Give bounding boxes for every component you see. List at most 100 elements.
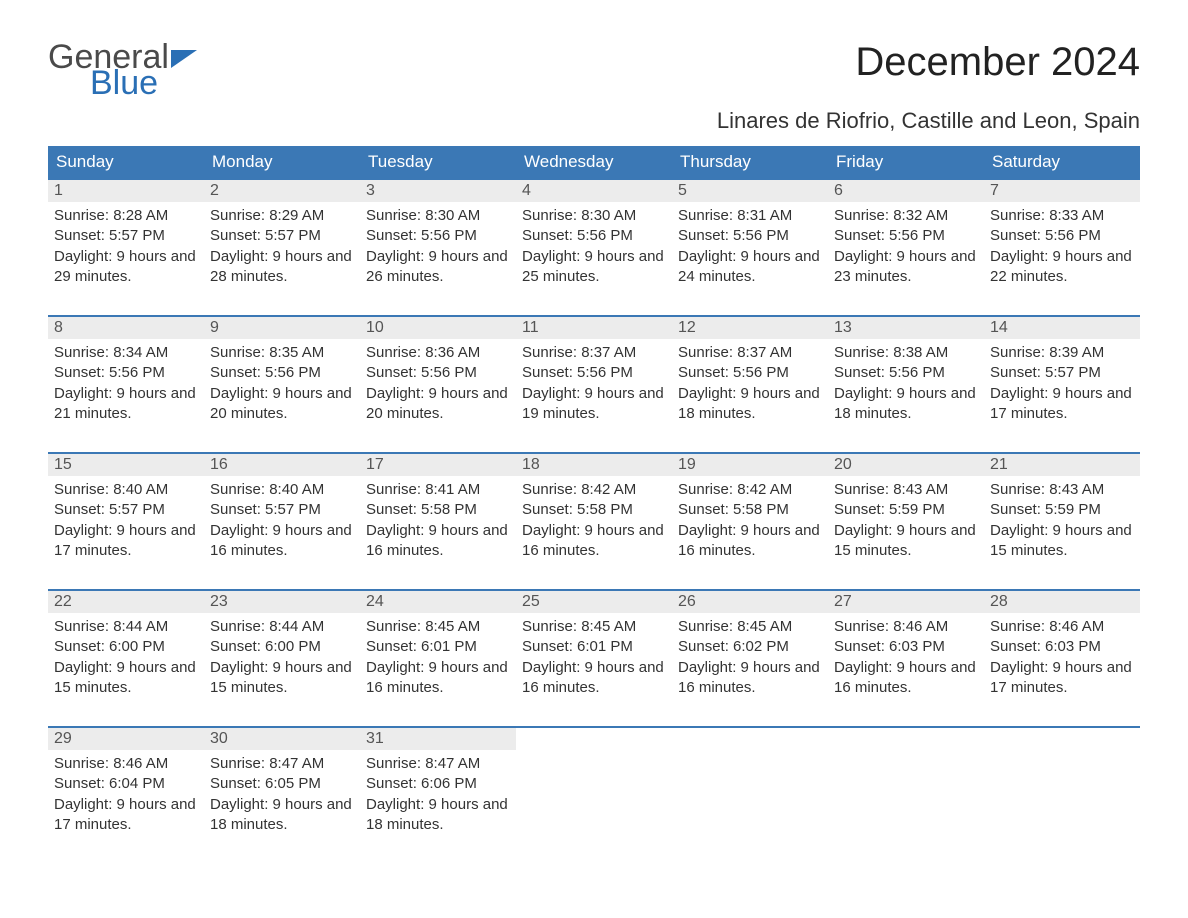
day-number-cell: 19 [672, 453, 828, 476]
daylight-label: Daylight: [366, 796, 424, 813]
sunrise-value: 8:45 AM [581, 618, 636, 635]
sunrise-value: 8:29 AM [269, 207, 324, 224]
sunrise-label: Sunrise: [210, 755, 265, 772]
sunrise-label: Sunrise: [54, 481, 109, 498]
day-number-cell: 26 [672, 590, 828, 613]
day-number-cell: 27 [828, 590, 984, 613]
sunrise-value: 8:46 AM [893, 618, 948, 635]
day-detail-cell: Sunrise: 8:28 AMSunset: 5:57 PMDaylight:… [48, 202, 204, 316]
sunset-value: 6:04 PM [109, 775, 165, 792]
sunset-label: Sunset: [834, 227, 885, 244]
sunset-value: 5:59 PM [1045, 501, 1101, 518]
day-header-row: Sunday Monday Tuesday Wednesday Thursday… [48, 146, 1140, 179]
sunset-value: 5:57 PM [1045, 364, 1101, 381]
sunset-label: Sunset: [366, 638, 417, 655]
sunset-value: 5:58 PM [577, 501, 633, 518]
day-detail-cell: Sunrise: 8:41 AMSunset: 5:58 PMDaylight:… [360, 476, 516, 590]
daylight-label: Daylight: [678, 385, 736, 402]
day-detail-cell: Sunrise: 8:45 AMSunset: 6:02 PMDaylight:… [672, 613, 828, 727]
sunset-value: 5:56 PM [889, 227, 945, 244]
sunset-label: Sunset: [834, 501, 885, 518]
sunset-value: 5:58 PM [421, 501, 477, 518]
day-detail-cell: Sunrise: 8:43 AMSunset: 5:59 PMDaylight:… [828, 476, 984, 590]
calendar-table: Sunday Monday Tuesday Wednesday Thursday… [48, 146, 1140, 863]
sunrise-value: 8:34 AM [113, 344, 168, 361]
sunset-label: Sunset: [366, 364, 417, 381]
day-detail-cell: Sunrise: 8:47 AMSunset: 6:05 PMDaylight:… [204, 750, 360, 863]
sunrise-value: 8:40 AM [269, 481, 324, 498]
day-detail-cell: Sunrise: 8:47 AMSunset: 6:06 PMDaylight:… [360, 750, 516, 863]
day-detail-cell: Sunrise: 8:40 AMSunset: 5:57 PMDaylight:… [204, 476, 360, 590]
sunrise-value: 8:42 AM [737, 481, 792, 498]
day-number-cell: 15 [48, 453, 204, 476]
sunrise-label: Sunrise: [522, 344, 577, 361]
day-number-cell: 29 [48, 727, 204, 750]
week-detail-row: Sunrise: 8:46 AMSunset: 6:04 PMDaylight:… [48, 750, 1140, 863]
daylight-label: Daylight: [366, 385, 424, 402]
sunrise-label: Sunrise: [834, 618, 889, 635]
sunset-label: Sunset: [366, 501, 417, 518]
day-number-cell: 9 [204, 316, 360, 339]
logo-triangle-icon [171, 50, 197, 68]
daylight-label: Daylight: [54, 522, 112, 539]
daylight-label: Daylight: [366, 248, 424, 265]
sunset-label: Sunset: [990, 501, 1041, 518]
sunset-label: Sunset: [522, 227, 573, 244]
sunrise-label: Sunrise: [834, 207, 889, 224]
empty-cell [828, 750, 984, 863]
day-header: Saturday [984, 146, 1140, 179]
sunrise-label: Sunrise: [366, 755, 421, 772]
sunrise-value: 8:35 AM [269, 344, 324, 361]
daylight-label: Daylight: [522, 385, 580, 402]
sunset-label: Sunset: [522, 364, 573, 381]
daylight-label: Daylight: [678, 522, 736, 539]
sunset-value: 6:00 PM [265, 638, 321, 655]
sunrise-value: 8:37 AM [581, 344, 636, 361]
sunrise-label: Sunrise: [834, 344, 889, 361]
day-number-cell: 7 [984, 179, 1140, 202]
day-number-cell: 17 [360, 453, 516, 476]
day-detail-cell: Sunrise: 8:45 AMSunset: 6:01 PMDaylight:… [516, 613, 672, 727]
sunset-label: Sunset: [990, 227, 1041, 244]
daylight-label: Daylight: [54, 659, 112, 676]
sunset-label: Sunset: [366, 227, 417, 244]
day-detail-cell: Sunrise: 8:33 AMSunset: 5:56 PMDaylight:… [984, 202, 1140, 316]
day-detail-cell: Sunrise: 8:43 AMSunset: 5:59 PMDaylight:… [984, 476, 1140, 590]
day-number-cell: 2 [204, 179, 360, 202]
sunrise-label: Sunrise: [834, 481, 889, 498]
sunrise-value: 8:45 AM [737, 618, 792, 635]
sunset-value: 5:56 PM [1045, 227, 1101, 244]
sunrise-value: 8:38 AM [893, 344, 948, 361]
sunrise-value: 8:43 AM [893, 481, 948, 498]
daylight-label: Daylight: [54, 385, 112, 402]
sunrise-value: 8:37 AM [737, 344, 792, 361]
daylight-label: Daylight: [210, 248, 268, 265]
day-number-cell: 23 [204, 590, 360, 613]
day-detail-cell: Sunrise: 8:46 AMSunset: 6:03 PMDaylight:… [984, 613, 1140, 727]
day-detail-cell: Sunrise: 8:44 AMSunset: 6:00 PMDaylight:… [48, 613, 204, 727]
week-detail-row: Sunrise: 8:40 AMSunset: 5:57 PMDaylight:… [48, 476, 1140, 590]
week-number-row: 22232425262728 [48, 590, 1140, 613]
day-number-cell: 1 [48, 179, 204, 202]
sunrise-value: 8:30 AM [581, 207, 636, 224]
day-number-cell: 14 [984, 316, 1140, 339]
sunset-value: 5:56 PM [265, 364, 321, 381]
sunset-label: Sunset: [678, 227, 729, 244]
day-header: Tuesday [360, 146, 516, 179]
sunrise-value: 8:41 AM [425, 481, 480, 498]
day-number-cell: 3 [360, 179, 516, 202]
day-number-cell: 18 [516, 453, 672, 476]
sunset-label: Sunset: [54, 775, 105, 792]
sunrise-label: Sunrise: [990, 481, 1045, 498]
sunset-label: Sunset: [522, 638, 573, 655]
daylight-label: Daylight: [990, 522, 1048, 539]
day-detail-cell: Sunrise: 8:29 AMSunset: 5:57 PMDaylight:… [204, 202, 360, 316]
day-detail-cell: Sunrise: 8:30 AMSunset: 5:56 PMDaylight:… [516, 202, 672, 316]
day-header: Friday [828, 146, 984, 179]
day-number-cell: 24 [360, 590, 516, 613]
day-detail-cell: Sunrise: 8:32 AMSunset: 5:56 PMDaylight:… [828, 202, 984, 316]
sunrise-label: Sunrise: [210, 618, 265, 635]
sunrise-label: Sunrise: [678, 207, 733, 224]
daylight-label: Daylight: [366, 522, 424, 539]
sunset-label: Sunset: [834, 638, 885, 655]
